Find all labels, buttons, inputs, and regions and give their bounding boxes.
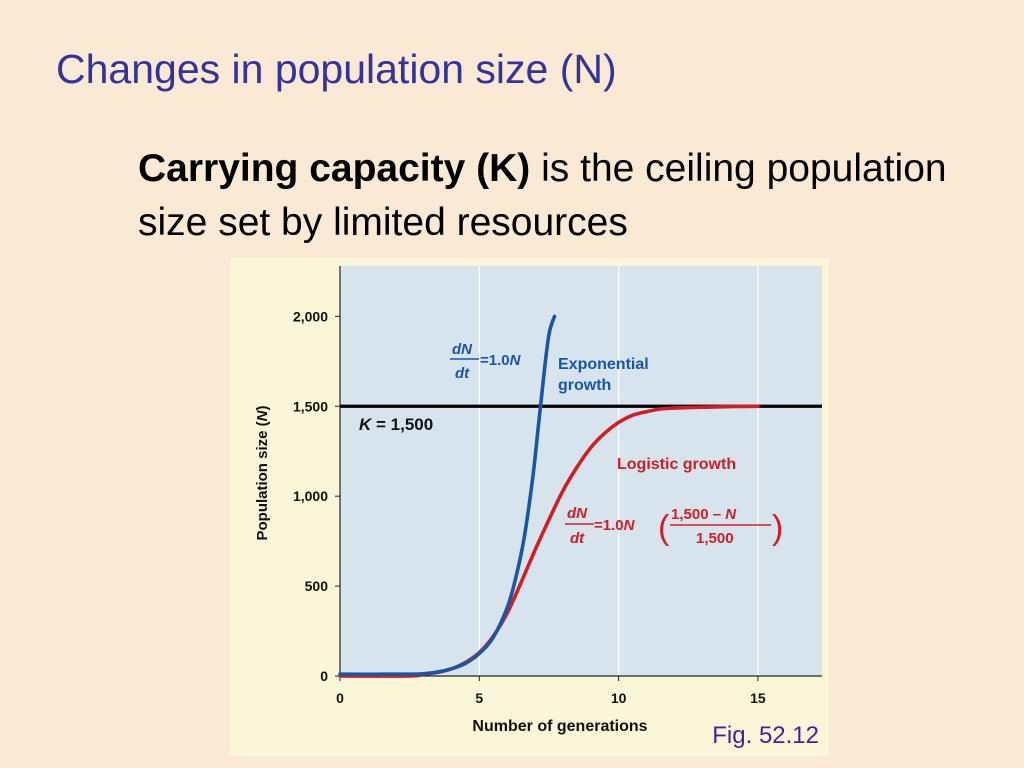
svg-text:dN: dN [567,505,588,522]
y-axis-label-var: N [254,409,271,421]
y-axis-label-prefix: Population size ( [254,421,271,540]
x-tick-label-5: 5 [475,690,483,706]
exp-eq-dt: dt [455,365,470,382]
y-tick-label-0: 0 [320,668,328,684]
exponential-label-line1: Exponential [558,356,649,373]
svg-text:1,500 – N: 1,500 – N [671,506,737,523]
exponential-equation: dN dt =1.0N [450,341,522,382]
log-eq-frac-num-var: N [725,506,737,523]
body-text-bold: Carrying capacity (K) [138,147,531,190]
svg-text:dN: dN [452,341,473,358]
carrying-capacity-label: K = 1,500 [359,415,433,434]
svg-text:=1.0N: =1.0N [480,352,522,369]
y-tick-label-1500: 1,500 [293,398,328,414]
logistic-equation: dN dt =1.0N ( 1,500 – N 1,500 ) [565,505,783,547]
exponential-label-line2: growth [558,377,611,394]
exp-eq-rhs-var: N [510,352,522,369]
carrying-capacity-value: = 1,500 [371,415,433,434]
svg-text:=1.0N: =1.0N [594,517,636,534]
log-eq-paren-close: ) [772,509,783,547]
log-eq-d: d [567,505,577,522]
plot-background [340,266,822,676]
population-growth-chart: 0 500 1,000 1,500 2,000 0 5 10 15 Number of gene… [254,266,822,735]
y-tick-label-1000: 1,000 [293,488,328,504]
exponential-growth-curve [338,314,557,677]
x-tick-label-0: 0 [336,690,344,706]
carrying-capacity-var: K [359,415,373,434]
x-tick-label-15: 15 [750,690,766,706]
logistic-label: Logistic growth [617,456,736,473]
x-axis-label: Number of generations [472,718,647,735]
y-axis-label: Population size (N) [254,405,271,540]
figure-caption: Fig. 52.12 [712,722,819,749]
log-eq-dt: dt [570,530,585,547]
log-eq-rhs-var: N [624,517,636,534]
y-tick-label-500: 500 [305,578,329,594]
figure-panel: 0 500 1,000 1,500 2,000 0 5 10 15 Number of gene… [230,258,829,756]
y-tick-label-2000: 2,000 [293,308,328,324]
log-eq-frac-num: 1,500 – [671,506,725,523]
log-eq-rhs: =1.0 [594,517,624,534]
log-eq-paren-open: ( [658,509,670,547]
exp-eq-d: d [452,341,462,358]
exp-eq-rhs: =1.0 [480,352,510,369]
exp-eq-n: N [461,341,473,358]
body-text-rest: is the ceiling population size set by li… [138,147,947,244]
x-tick-label-10: 10 [611,690,627,706]
log-eq-frac-den: 1,500 [696,530,734,547]
log-eq-n: N [576,505,588,522]
body-text: Carrying capacity (K) is the ceiling pop… [138,142,998,250]
slide-title: Changes in population size (N) [56,46,617,92]
y-axis-label-suffix: ) [254,405,271,410]
